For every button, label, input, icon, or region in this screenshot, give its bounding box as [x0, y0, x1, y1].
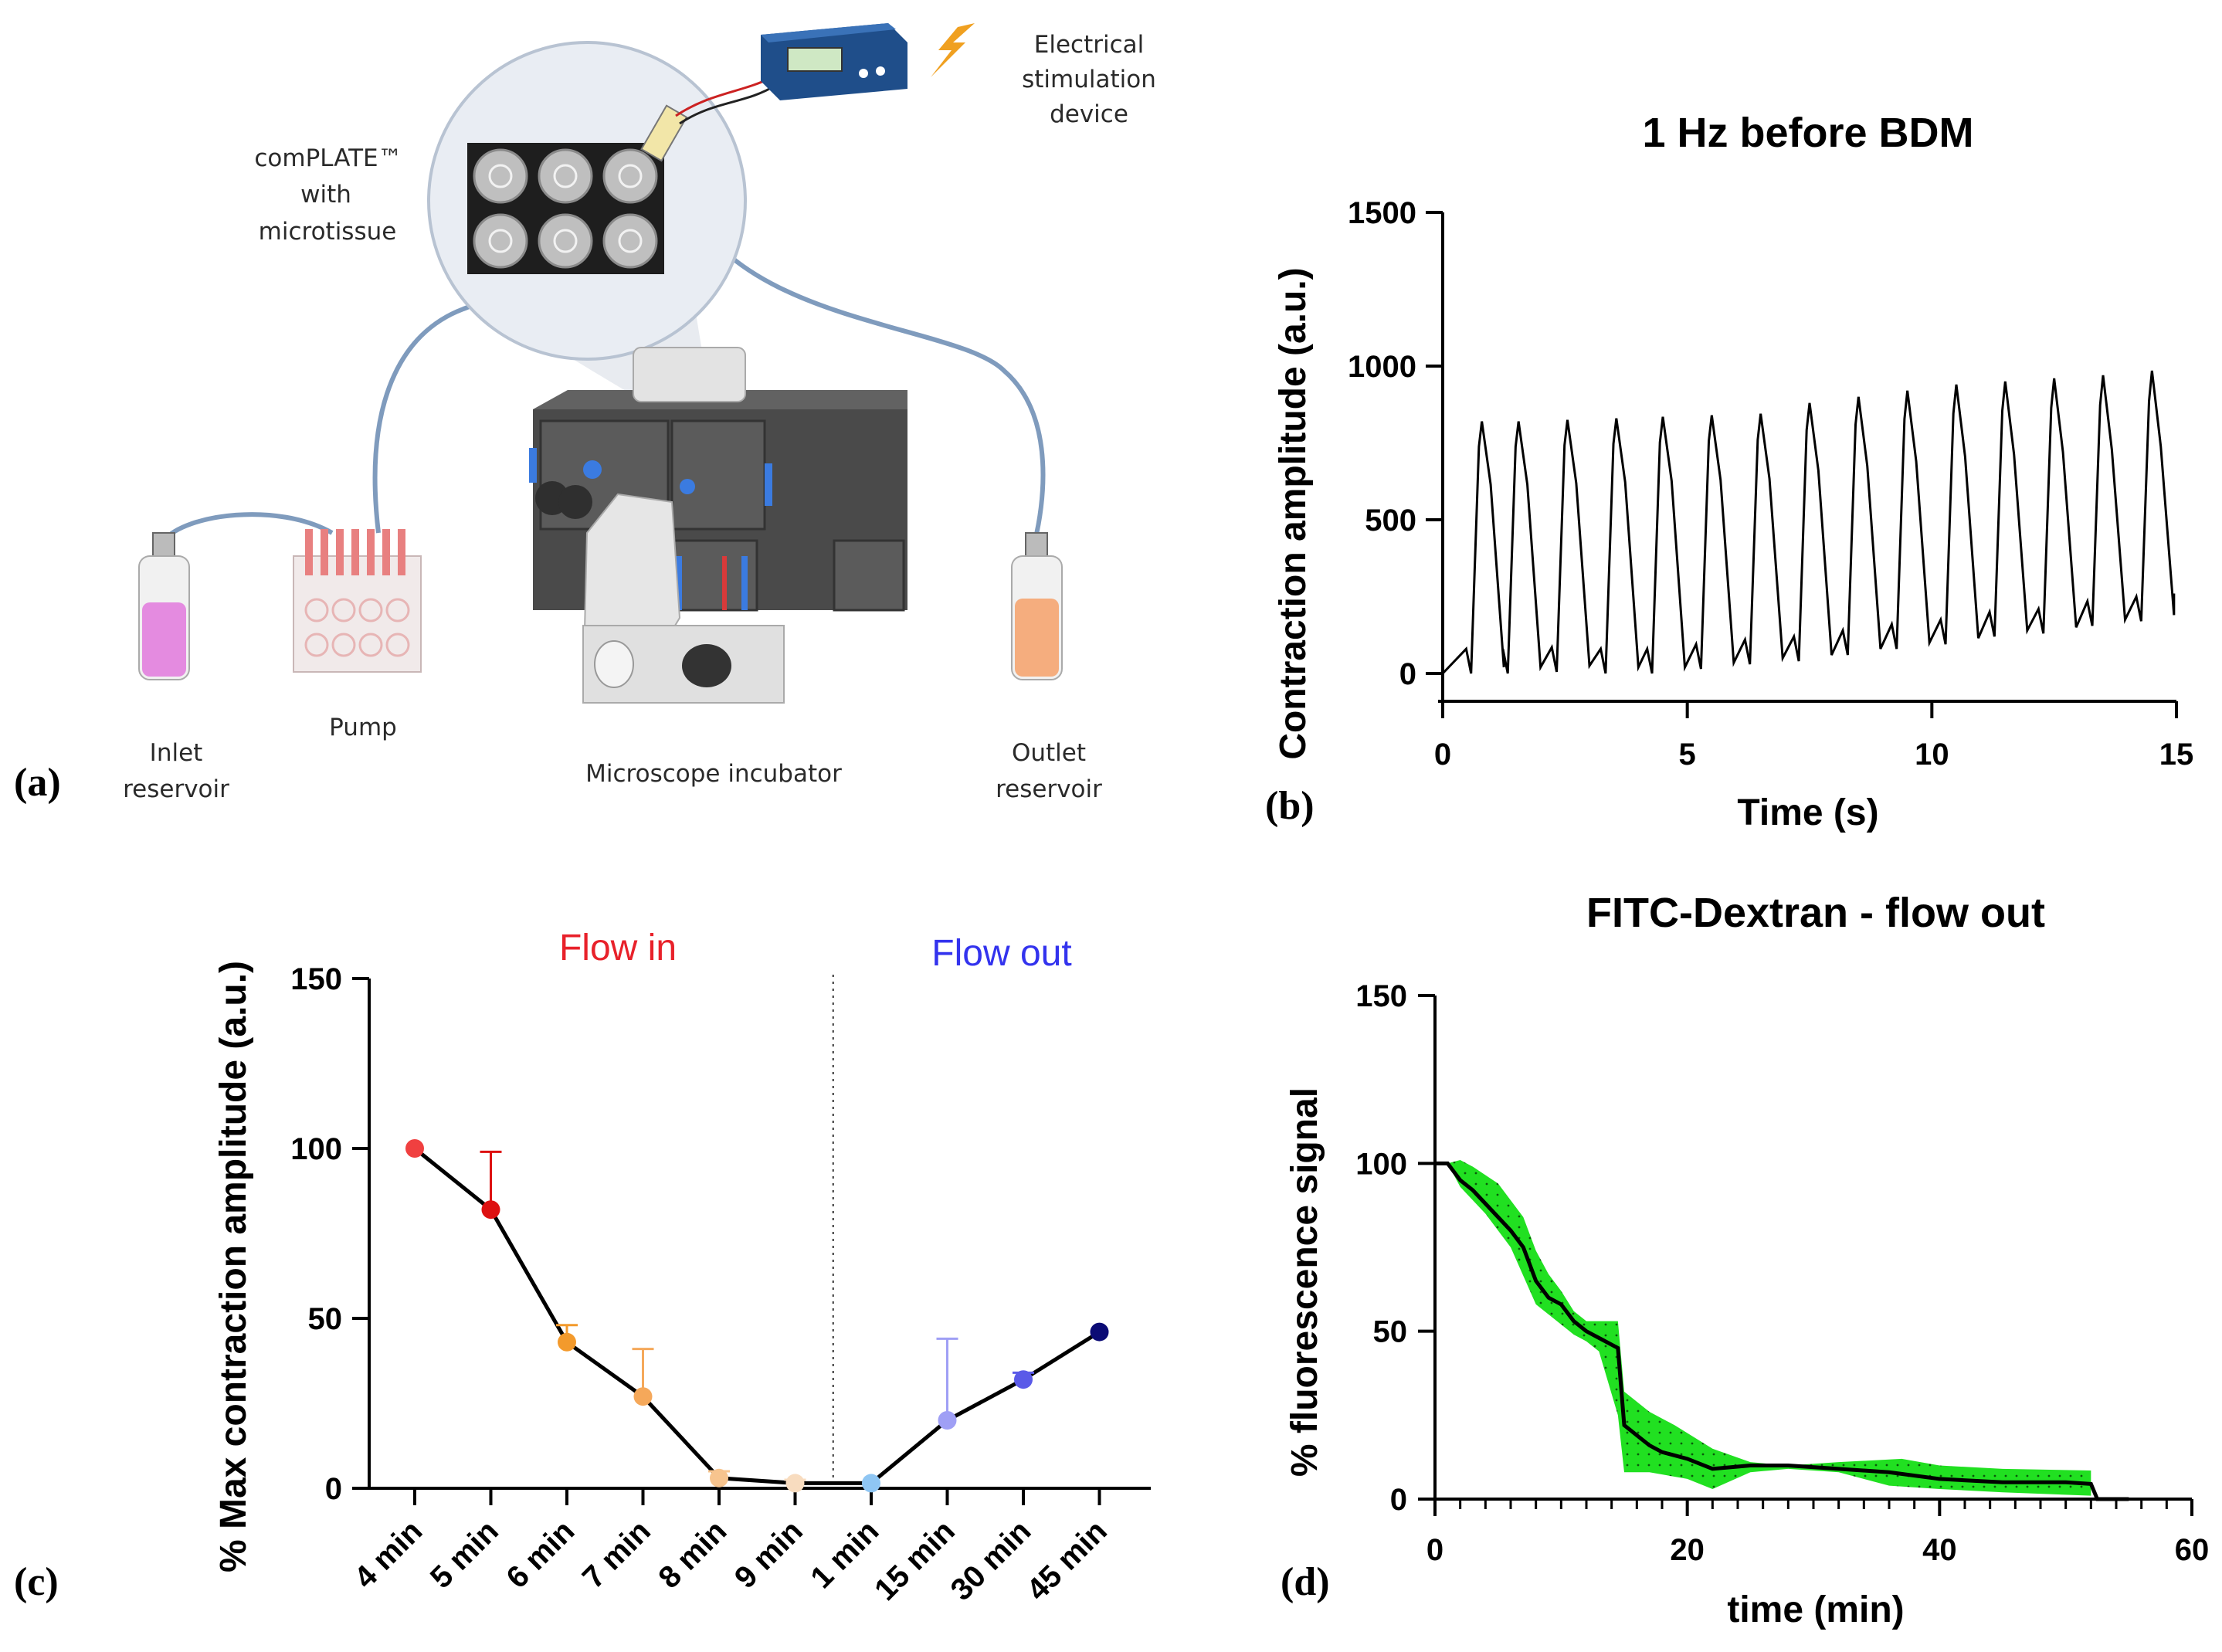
chart-b-x-tick-label: 10 [1915, 738, 1949, 772]
chart-d-y-tick-label: 0 [1390, 1483, 1407, 1517]
chart-b-y-tick-label: 500 [1365, 504, 1416, 538]
chart-c-point [938, 1411, 957, 1430]
label-inlet-2: reservoir [123, 775, 229, 803]
chart-c-point [710, 1468, 728, 1487]
inlet-reservoir [138, 532, 190, 680]
stim-wire-black [679, 83, 777, 125]
tube-inlet-pump [161, 512, 334, 543]
chart-b-xlabel: Time (s) [1737, 792, 1878, 833]
pump [293, 529, 422, 673]
chart-c-point [1014, 1370, 1033, 1389]
chart-b-y-tick-label: 0 [1399, 657, 1416, 691]
chart-b-contraction-trace [1441, 370, 2176, 675]
chart-d-y-tick-label: 100 [1355, 1147, 1407, 1181]
chart-c-points [405, 1139, 1109, 1493]
chart-c-point [405, 1139, 424, 1158]
label-complate-2: with [300, 181, 351, 209]
chart-b-x-tick-label: 15 [2159, 738, 2194, 772]
panel-letter-c: (c) [14, 1560, 59, 1604]
label-electrical-1: Electrical [1034, 31, 1144, 59]
tube-plate-outlet [685, 199, 1046, 541]
label-electrical-2: stimulation [1022, 66, 1156, 93]
panel-b-chart: 1 Hz before BDM 0 500 1000 1500 0 5 10 15 Time … [1265, 110, 2193, 833]
label-outlet-2: reservoir [996, 775, 1102, 803]
chart-c-category-label: 7 min [576, 1514, 657, 1595]
chart-b-ylabel: Contraction amplitude (a.u.) [1273, 267, 1314, 759]
chart-d-mean-line [1435, 1161, 2129, 1501]
chart-c-flow-in-label: Flow in [559, 928, 677, 968]
chart-c-category-label: 8 min [652, 1514, 733, 1595]
chart-c-y-tick-label: 100 [290, 1132, 342, 1166]
chart-c-point [633, 1387, 653, 1406]
chart-b-x-tick-label: 5 [1679, 738, 1696, 772]
chart-d-x-tick-label: 0 [1426, 1533, 1443, 1567]
chart-c-flow-out-label: Flow out [931, 933, 1071, 974]
panel-d-chart: FITC-Dextran - flow out 0 50 100 150 0 20 40 60… [1281, 890, 2209, 1630]
panel-letter-d: (d) [1281, 1560, 1330, 1604]
chart-d-error-band [1447, 1159, 2091, 1496]
chart-c-errorbars [480, 1150, 1034, 1484]
chart-c-axes [368, 979, 1151, 1490]
chart-c-point [785, 1474, 805, 1493]
panel-letter-b: (b) [1265, 784, 1315, 828]
chart-c-category-label: 9 min [728, 1514, 809, 1595]
chart-c-point [1090, 1322, 1109, 1342]
outlet-reservoir [1011, 532, 1063, 680]
lightning-bolt-icon [931, 23, 975, 77]
label-complate-1: comPLATE™ [254, 144, 402, 172]
chart-c-point [862, 1474, 880, 1493]
chart-b-y-tick-label: 1500 [1348, 196, 1416, 230]
chart-c-y-tick-label: 0 [325, 1472, 342, 1506]
microscope-incubator [529, 347, 907, 704]
chart-d-ylabel: % fluorescence signal [1284, 1087, 1325, 1477]
chart-c-point [558, 1332, 576, 1352]
chart-c-mean-line [413, 1147, 1101, 1485]
chart-d-x-tick-label: 40 [1922, 1533, 1957, 1567]
label-electrical-3: device [1050, 100, 1128, 128]
chart-c-y-tick-label: 50 [308, 1302, 343, 1336]
chart-d-x-tick-label: 20 [1670, 1533, 1705, 1567]
schematic-labels: Electrical stimulation device comPLATE™ … [123, 31, 1156, 803]
chart-b-ticks: 0 500 1000 1500 0 5 10 15 [1348, 196, 2193, 772]
chart-d-title: FITC-Dextran - flow out [1586, 890, 2045, 936]
chart-d-ticks: 0 50 100 150 0 20 40 60 [1355, 979, 2209, 1567]
chart-c-ylabel: % Max contraction amplitude (a.u.) [213, 961, 254, 1572]
chart-b-y-tick-label: 1000 [1348, 350, 1416, 384]
panel-a-schematic: Electrical stimulation device comPLATE™ … [14, 23, 1156, 805]
label-microscope: Microscope incubator [585, 760, 842, 788]
label-inlet-1: Inlet [150, 739, 203, 767]
chart-c-y-tick-label: 150 [290, 962, 342, 996]
chart-b-title: 1 Hz before BDM [1642, 110, 1973, 156]
chart-c-point [481, 1200, 500, 1219]
chart-b-axes [1438, 212, 2176, 703]
chart-d-x-tick-label: 60 [2175, 1533, 2210, 1567]
chart-c-category-label: 5 min [424, 1514, 505, 1595]
chart-c-category-label: 15 min [868, 1514, 962, 1607]
chart-c-category-label: 30 min [945, 1514, 1038, 1607]
chart-c-category-label: 4 min [348, 1514, 429, 1595]
label-pump: Pump [329, 714, 397, 741]
chart-d-axes [1433, 996, 2192, 1501]
panel-letter-a: (a) [14, 761, 61, 805]
stimulation-device [761, 23, 907, 100]
chart-d-y-tick-label: 50 [1373, 1315, 1408, 1349]
complate-plate [467, 143, 664, 274]
chart-b-x-tick-label: 0 [1434, 738, 1451, 772]
chart-c-category-label: 6 min [500, 1514, 581, 1595]
chart-d-xlabel: time (min) [1727, 1589, 1904, 1630]
chart-d-y-tick-label: 150 [1355, 979, 1407, 1013]
electrode [640, 104, 688, 162]
chart-c-category-label: 45 min [1020, 1514, 1114, 1607]
label-complate-3: microtissue [259, 218, 397, 246]
label-outlet-1: Outlet [1012, 739, 1086, 767]
